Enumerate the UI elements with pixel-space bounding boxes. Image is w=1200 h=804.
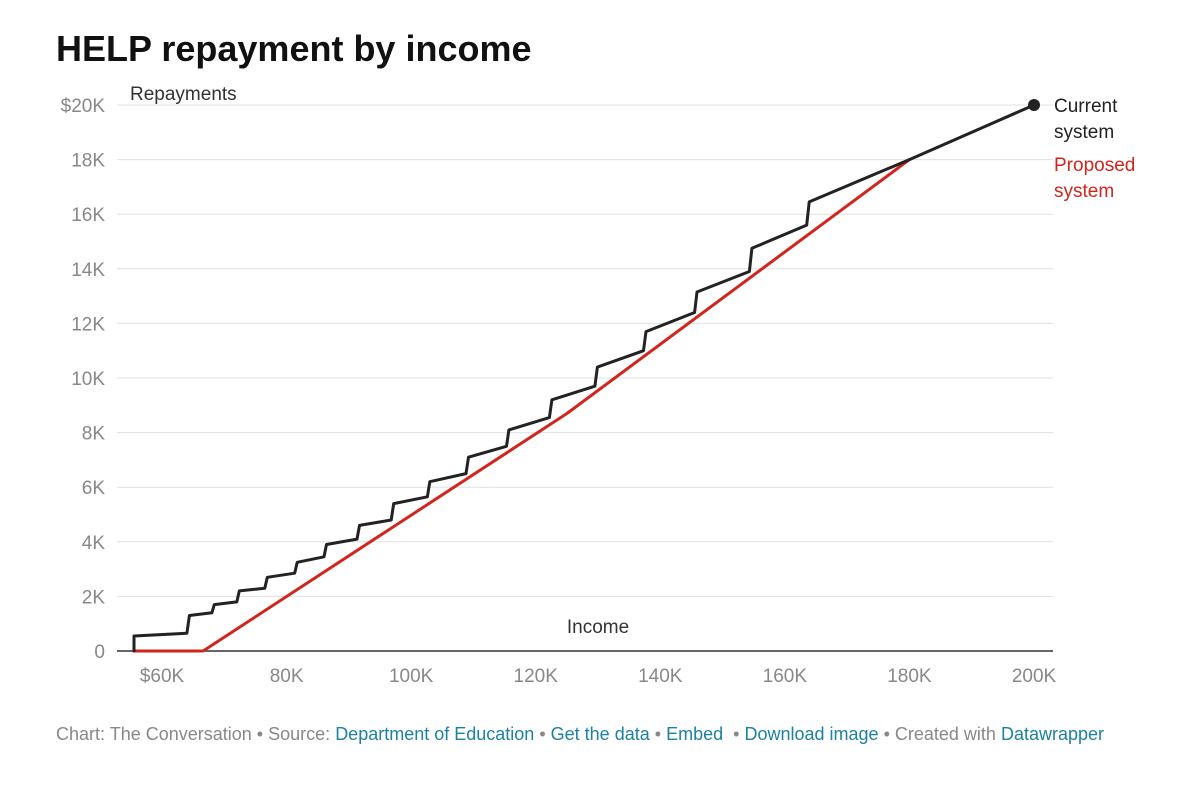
y-tick-label: 10K (71, 369, 105, 390)
y-tick-label: 2K (82, 587, 106, 608)
gridlines (117, 104, 1053, 597)
y-tick-label: 16K (71, 205, 105, 226)
y-tick-label: 18K (71, 151, 105, 172)
chart-title: HELP repayment by income (56, 28, 532, 69)
y-tick-label: 6K (82, 478, 106, 499)
x-tick-label: 140K (638, 666, 683, 687)
y-tick-label: 8K (82, 424, 106, 445)
footer-separator: • (733, 724, 740, 744)
y-axis-label: Repayments (130, 84, 237, 105)
download-image-link[interactable]: Download image (744, 724, 879, 744)
x-axis-ticks: $60K 80K 100K 120K 140K 160K 180K 200K (140, 666, 1057, 687)
x-tick-label: $60K (140, 666, 185, 687)
current-system-label: Current system (1054, 96, 1118, 143)
x-tick-label: 200K (1012, 666, 1057, 687)
footer-separator: • (256, 724, 264, 744)
footer-separator: • (654, 724, 662, 744)
x-axis-label: Income (567, 617, 629, 638)
footer-separator: • (539, 724, 546, 744)
x-tick-label: 160K (763, 666, 808, 687)
chart-footer: Chart: The Conversation • Source: Depart… (56, 722, 1146, 747)
y-tick-label: 0 (94, 642, 105, 663)
y-tick-label: 14K (71, 260, 105, 281)
source-link[interactable]: Department of Education (335, 724, 535, 744)
x-tick-label: 180K (887, 666, 932, 687)
proposed-system-label: Proposed system (1054, 155, 1135, 202)
y-tick-label: 12K (71, 314, 105, 335)
embed-link[interactable]: Embed (666, 724, 724, 744)
chart-credit: Chart: The Conversation (56, 724, 252, 744)
x-tick-label: 80K (270, 666, 304, 687)
proposed-system-line (132, 158, 911, 653)
footer-separator: • (883, 724, 890, 744)
series-labels: Current system Proposed system (1054, 96, 1135, 202)
y-axis-ticks: 0 2K 4K 6K 8K 10K 12K 14K 16K 18K $20K (61, 96, 106, 663)
x-tick-label: 120K (514, 666, 559, 687)
y-tick-label: 4K (82, 533, 106, 554)
y-tick-label: $20K (61, 96, 106, 117)
current-system-end-marker (1028, 99, 1040, 111)
series-lines (132, 99, 1040, 653)
source-prefix: Source: (268, 724, 331, 744)
datawrapper-link[interactable]: Datawrapper (1000, 724, 1105, 744)
created-with-text: Created with (894, 724, 996, 744)
get-data-link[interactable]: Get the data (550, 724, 650, 744)
current-system-line (132, 103, 1036, 653)
x-tick-label: 100K (389, 666, 434, 687)
